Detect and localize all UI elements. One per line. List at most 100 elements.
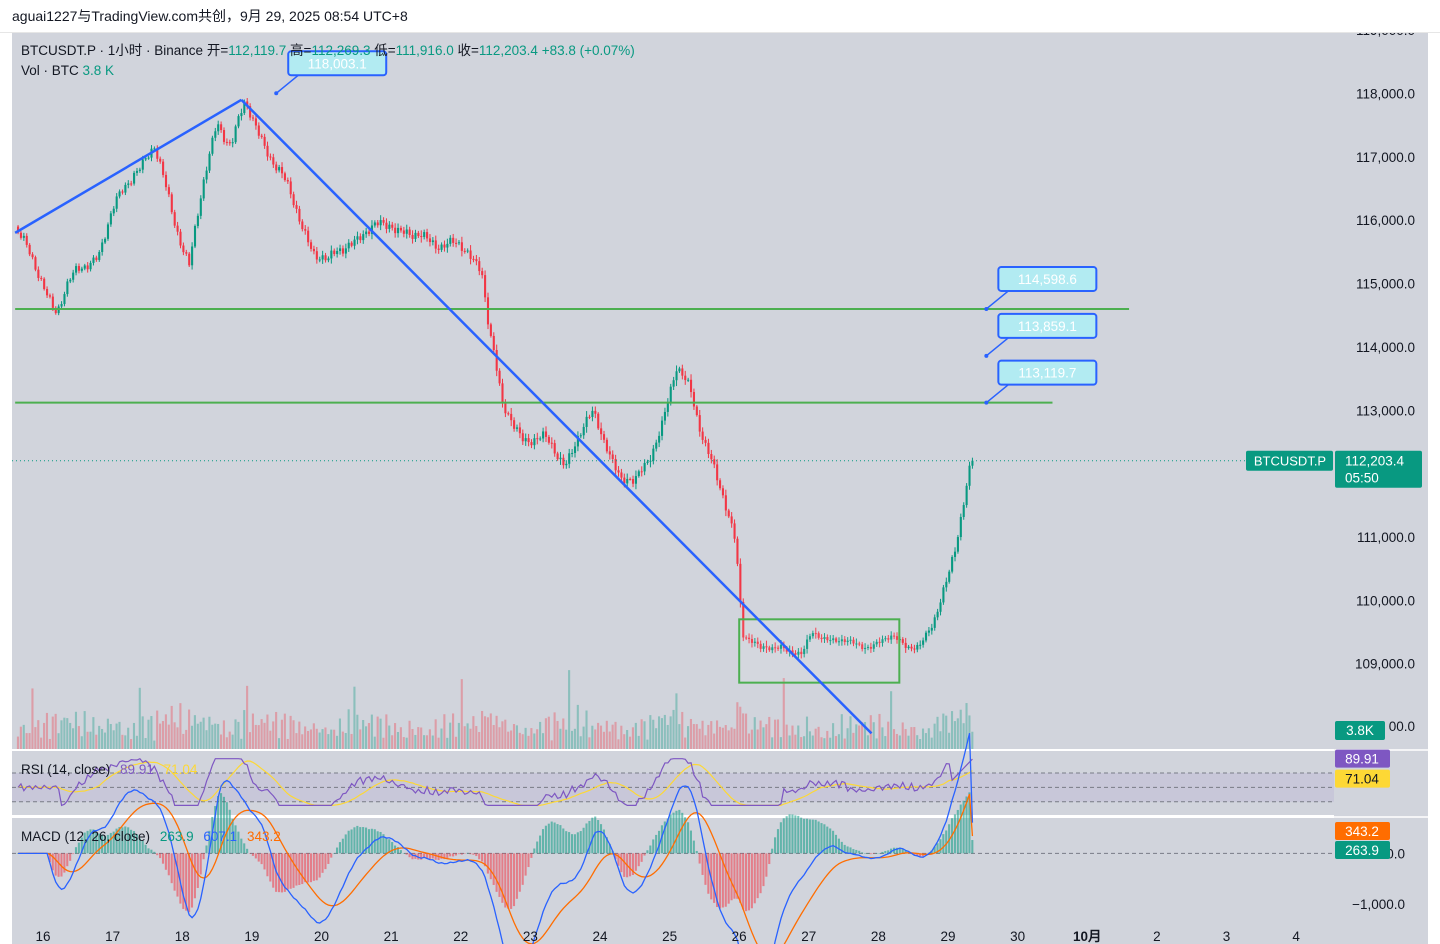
candle-body <box>411 234 414 239</box>
macd-hist-bar <box>794 815 797 854</box>
volume-bar <box>167 724 170 749</box>
callout-pointer <box>985 384 1009 404</box>
volume-bar <box>504 719 507 749</box>
rsi-ma-value: 71.04 <box>163 762 198 777</box>
macd-hist-bar <box>399 850 402 854</box>
macd-hist-bar <box>553 822 556 854</box>
volume-bar <box>950 711 954 749</box>
macd-hist-bar <box>631 853 634 875</box>
candle-body <box>428 238 432 243</box>
candle-body <box>72 272 75 280</box>
candle-body <box>220 124 223 131</box>
volume-bar <box>750 729 753 749</box>
time-tick-label: 24 <box>592 929 608 944</box>
macd-hist-bar <box>579 831 582 854</box>
macd-hist-bar <box>16 853 20 854</box>
macd-hist-label: 263.9 <box>1345 843 1379 858</box>
candle-body <box>524 438 527 442</box>
high-value: 112,269.3 <box>311 43 371 58</box>
symbol-title[interactable]: BTCUSDT.P · 1小时 · Binance <box>21 43 204 58</box>
candle-body <box>77 266 81 271</box>
volume-bar <box>823 738 826 749</box>
macd-hist-bar <box>686 822 690 854</box>
candle-body <box>408 229 411 235</box>
candle-body <box>254 118 257 126</box>
macd-hist-bar <box>898 847 901 854</box>
macd-hist-bar <box>739 853 742 903</box>
candle-body <box>440 244 443 250</box>
volume-bar <box>394 723 397 749</box>
macd-hist-bar <box>478 853 481 860</box>
volume-bar <box>185 729 188 749</box>
candle-body <box>750 639 754 643</box>
volume-bar <box>724 725 727 749</box>
macd-hist-bar <box>971 840 974 854</box>
macd-hist-bar <box>277 853 281 893</box>
macd-legend[interactable]: MACD (12, 26, close) 263.9 607.1 343.2 <box>21 829 287 844</box>
volume-label[interactable]: Vol · BTC <box>21 63 79 78</box>
chart-canvas[interactable]: 118,003.1 114,598.6 113,859.1 113,119.7 118,… <box>0 33 1440 944</box>
candle-body <box>568 453 571 464</box>
macd-hist-bar <box>225 802 228 854</box>
macd-hist-bar <box>77 842 80 854</box>
macd-hist-bar <box>156 853 159 856</box>
candle-body <box>820 637 823 640</box>
candle-body <box>710 454 713 460</box>
macd-hist-bar <box>649 845 652 854</box>
candle-body <box>626 478 629 484</box>
volume-bar <box>657 716 661 749</box>
volume-bar <box>106 718 109 749</box>
candle-body <box>199 198 202 216</box>
macd-hist-bar <box>747 853 751 911</box>
candle-body <box>562 457 565 466</box>
candle-body <box>327 258 330 261</box>
low-label: 低= <box>374 43 396 58</box>
price-tick-label: 00.0 <box>1389 719 1415 734</box>
macd-hist-bar <box>269 853 272 882</box>
last-price-label: 112,203.4 <box>1345 454 1405 469</box>
candle-body <box>376 222 379 226</box>
macd-hist-bar <box>86 830 89 854</box>
volume-bar <box>861 722 864 749</box>
volume-bar <box>327 734 330 749</box>
candle-body <box>779 644 783 649</box>
candle-body <box>182 245 185 253</box>
consolidation-box <box>738 618 901 684</box>
macd-hist-bar <box>774 837 777 854</box>
macd-hist-bar <box>863 852 867 854</box>
macd-hist-bar <box>106 834 109 854</box>
volume-bar <box>910 727 913 749</box>
candle-body <box>933 617 936 628</box>
macd-hist-bar <box>234 825 237 854</box>
volume-bar <box>727 730 730 749</box>
macd-hist-bar <box>811 819 814 854</box>
macd-hist-bar <box>573 834 576 854</box>
time-tick-label: 2 <box>1153 929 1161 944</box>
candle-body <box>939 602 942 612</box>
candle-body <box>498 370 501 384</box>
volume-bar <box>301 734 304 749</box>
macd-histogram <box>16 792 974 913</box>
macd-hist-bar <box>492 853 495 885</box>
candle-body <box>942 587 945 603</box>
macd-hist-bar <box>962 800 965 854</box>
rsi-ma-label: 71.04 <box>1345 772 1379 787</box>
candle-body <box>147 157 150 159</box>
candle-body <box>211 137 214 154</box>
rsi-legend[interactable]: RSI (14, close) 89.91 71.04 <box>21 762 203 777</box>
candle-body <box>66 281 69 295</box>
candle-body <box>301 221 304 230</box>
candle-body <box>501 383 504 403</box>
candle-body <box>130 183 133 185</box>
macd-hist-bar <box>695 850 698 854</box>
volume-bar <box>808 731 811 749</box>
volume-bar <box>730 727 733 749</box>
macd-hist-bar <box>173 853 176 891</box>
candle-body <box>507 413 510 415</box>
volume-bar <box>48 738 51 749</box>
candle-body <box>263 136 266 146</box>
volume-bar <box>205 730 208 749</box>
macd-hist-bar <box>562 828 565 854</box>
candle-body <box>153 148 156 150</box>
chart-area[interactable]: 118,003.1 114,598.6 113,859.1 113,119.7 118,… <box>0 33 1440 944</box>
